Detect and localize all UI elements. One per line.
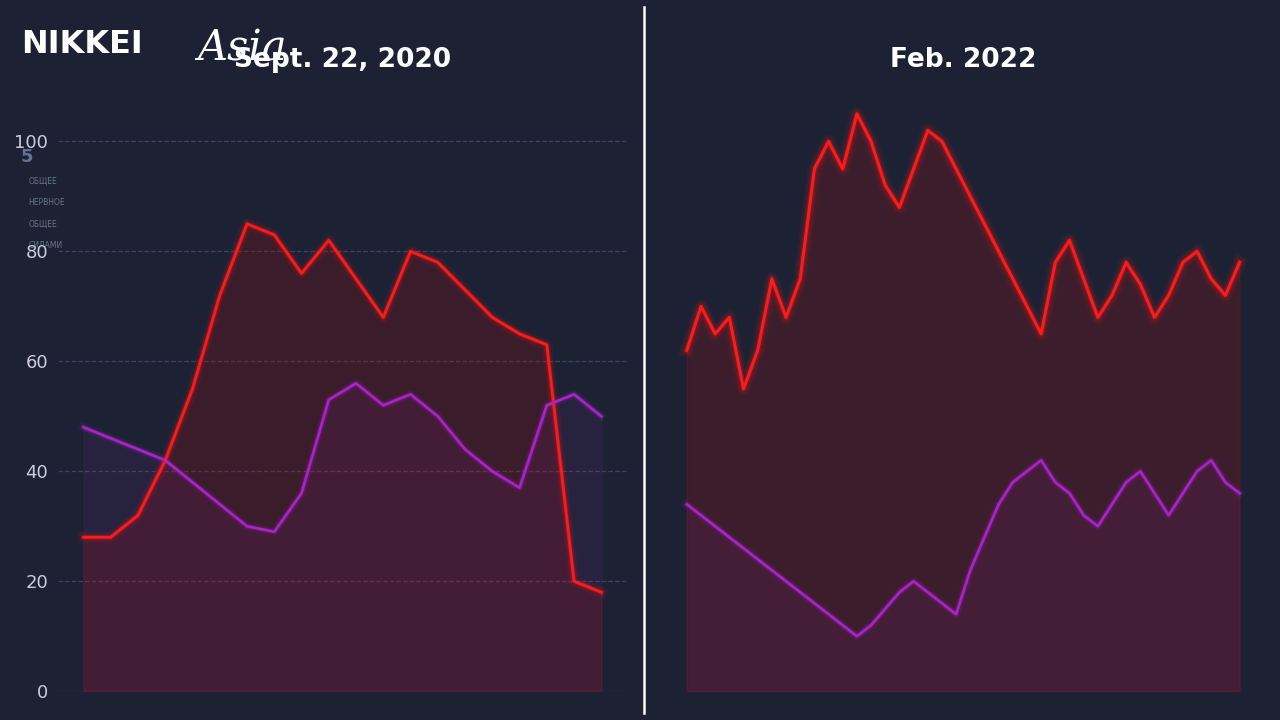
- Text: ОБЩЕЕ: ОБЩЕЕ: [28, 220, 56, 229]
- Text: NIKKEI: NIKKEI: [20, 30, 142, 60]
- Text: НЕРВНОЕ: НЕРВНОЕ: [28, 198, 65, 207]
- Text: ОБЩЕЕ: ОБЩЕЕ: [28, 176, 56, 185]
- Title: Feb. 2022: Feb. 2022: [890, 47, 1037, 73]
- Text: СИЛАМИ: СИЛАМИ: [28, 241, 63, 250]
- Text: 5: 5: [20, 148, 33, 166]
- Text: Asia: Asia: [197, 27, 287, 70]
- Title: Sept. 22, 2020: Sept. 22, 2020: [234, 47, 451, 73]
